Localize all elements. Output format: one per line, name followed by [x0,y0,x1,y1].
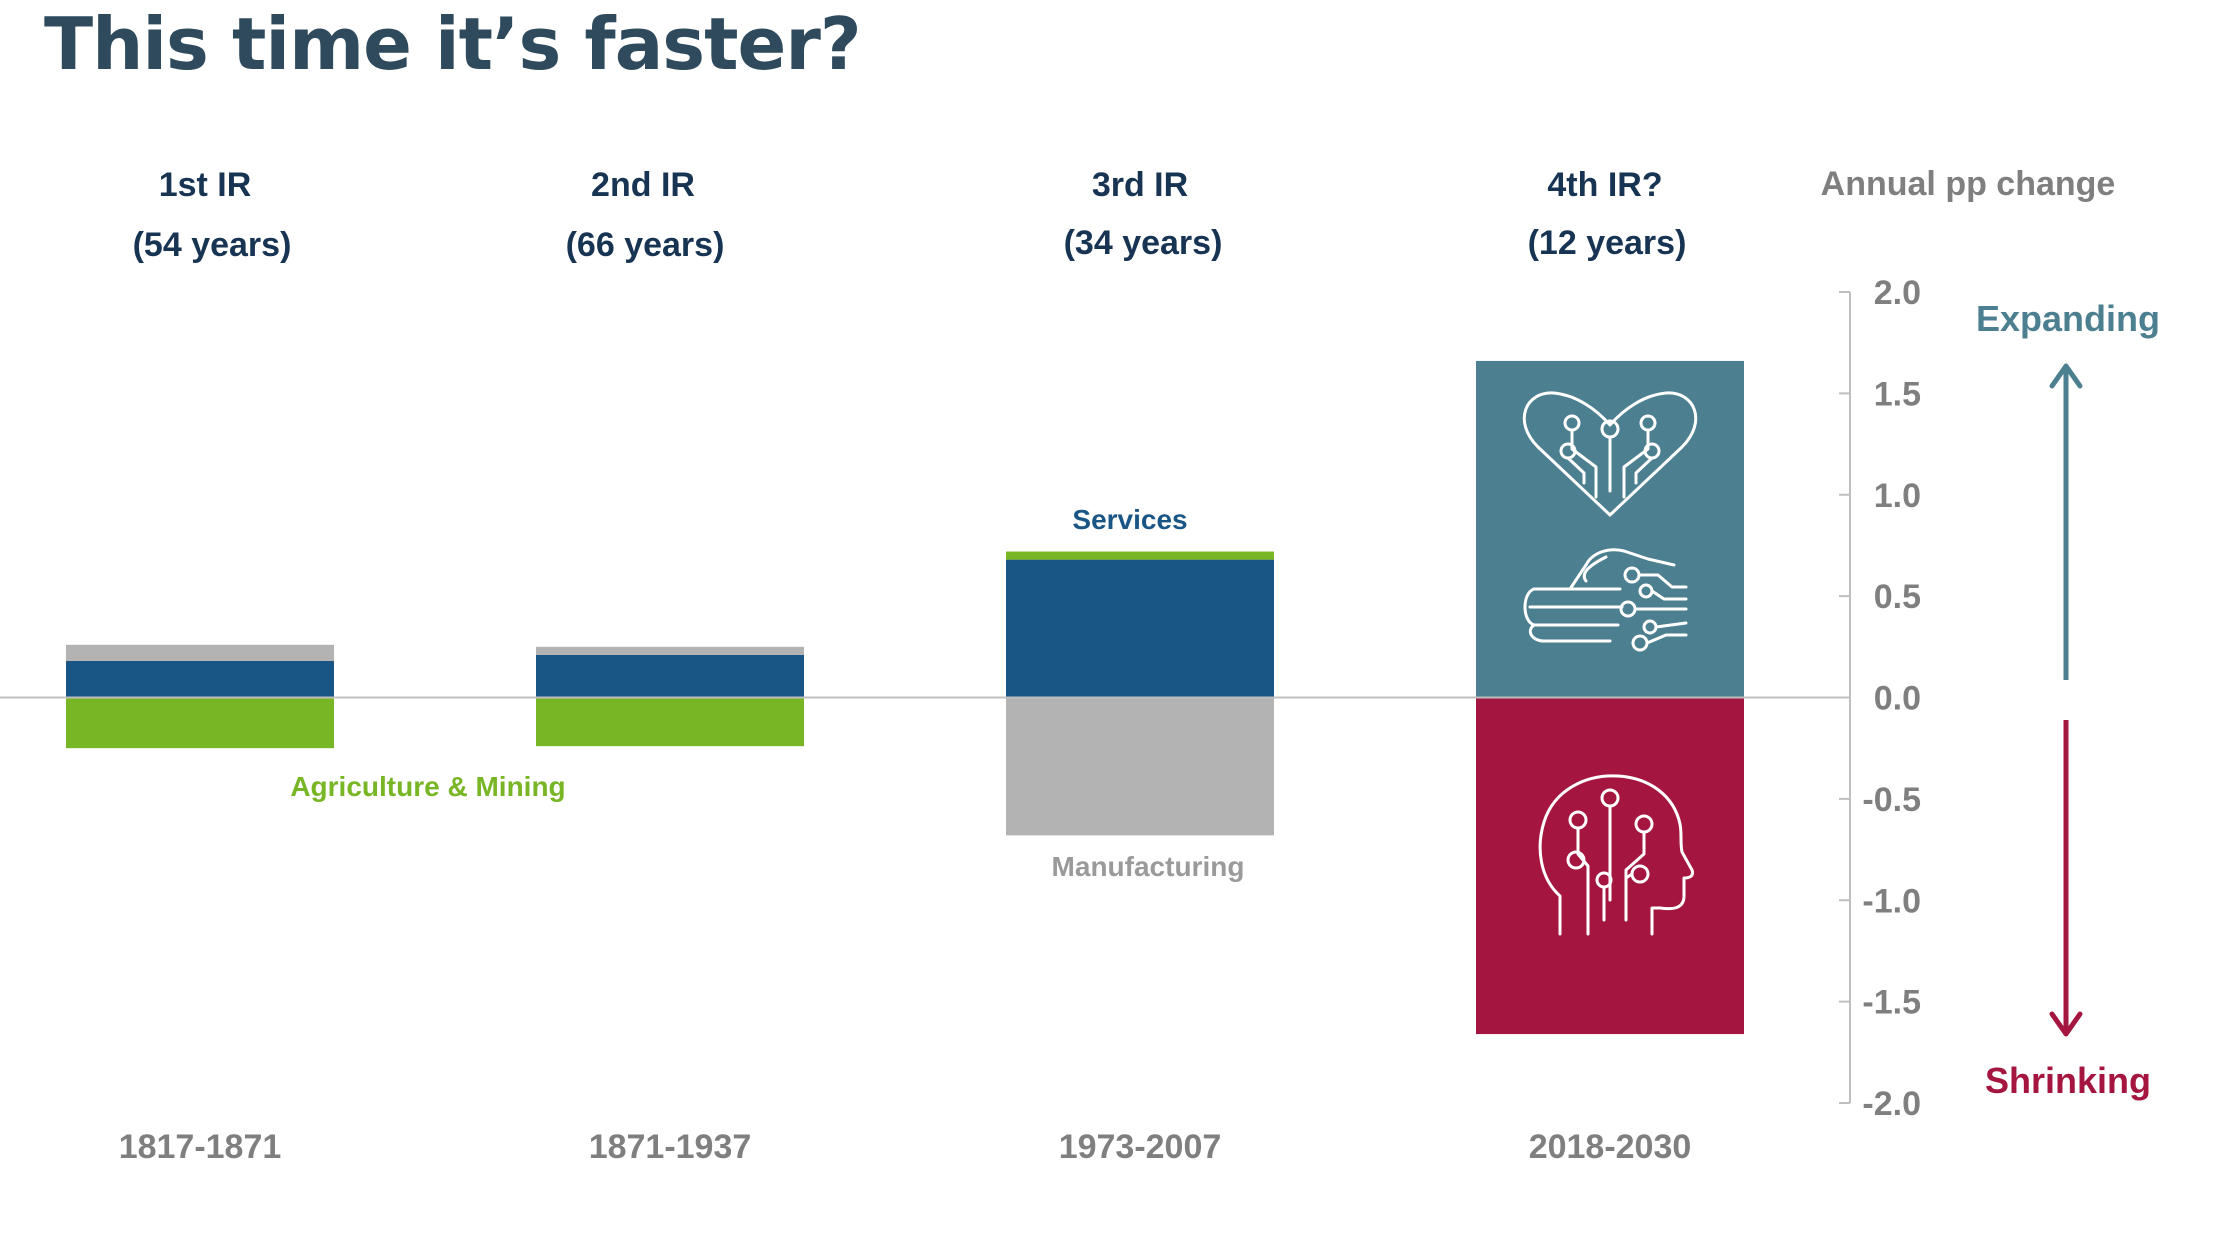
bar-agriculture-mining-1871-1937 [536,697,804,747]
heart-circuit-icon [1522,391,1698,517]
bars-layer [66,360,1744,1035]
y-tick-label-1: 1.5 [1874,375,1921,413]
bar-manufacturing-1871-1937 [536,646,804,655]
services-label: Services [1072,504,1187,535]
bar-agriculture-mining-1973-2007 [1006,551,1274,560]
hand-circuit-icon [1523,548,1688,652]
era-1-name: 1st IR [159,166,252,204]
era-4-name: 4th IR? [1547,166,1662,204]
manufacturing-label: Manufacturing [1052,851,1245,882]
shrinking-arrowhead [2049,1011,2083,1037]
period-label-3: 1973-2007 [1059,1128,1222,1166]
y-tick-label-2: 1.0 [1874,477,1921,515]
bar-manufacturing-1817-1871 [66,644,334,662]
bar-expanding-2018-2030 [1476,360,1744,698]
y-tick-labels: 2.0 1.5 1.0 0.5 0.0 -0.5 -1.0 -1.5 -2.0 [1862,274,1921,1123]
expanding-arrowhead [2049,363,2083,389]
bar-services-1871-1937 [536,654,804,698]
era-3-duration: (34 years) [1064,224,1223,262]
y-tick-label-0: 2.0 [1874,274,1921,312]
bar-manufacturing-1973-2007 [1006,697,1274,836]
era-1-duration: (54 years) [133,226,292,264]
bar-agriculture-mining-1817-1871 [66,697,334,749]
period-label-1: 1817-1871 [119,1128,282,1166]
slide-title: This time it’s faster? [44,2,862,86]
era-2-name: 2nd IR [591,166,695,204]
era-4-duration: (12 years) [1528,224,1687,262]
head-circuit-icon [1538,774,1694,936]
y-tick-label-6: -1.0 [1862,882,1921,920]
shrinking-label: Shrinking [1985,1060,2151,1101]
expanding-label: Expanding [1976,298,2160,339]
period-label-4: 2018-2030 [1529,1128,1692,1166]
y-tick-marks [1839,291,1850,1104]
y-tick-label-4: 0.0 [1874,680,1921,718]
agriculture-mining-label: Agriculture & Mining [290,771,565,802]
era-3-name: 3rd IR [1092,166,1188,204]
bar-services-1973-2007 [1006,559,1274,698]
y-tick-label-7: -1.5 [1862,984,1921,1022]
period-label-2: 1871-1937 [589,1128,752,1166]
era-2-duration: (66 years) [566,226,725,264]
bar-services-1817-1871 [66,661,334,698]
y-tick-label-8: -2.0 [1862,1085,1921,1123]
y-axis-label: Annual pp change [1821,165,2116,203]
y-tick-label-3: 0.5 [1874,578,1921,616]
y-tick-label-5: -0.5 [1862,781,1921,819]
